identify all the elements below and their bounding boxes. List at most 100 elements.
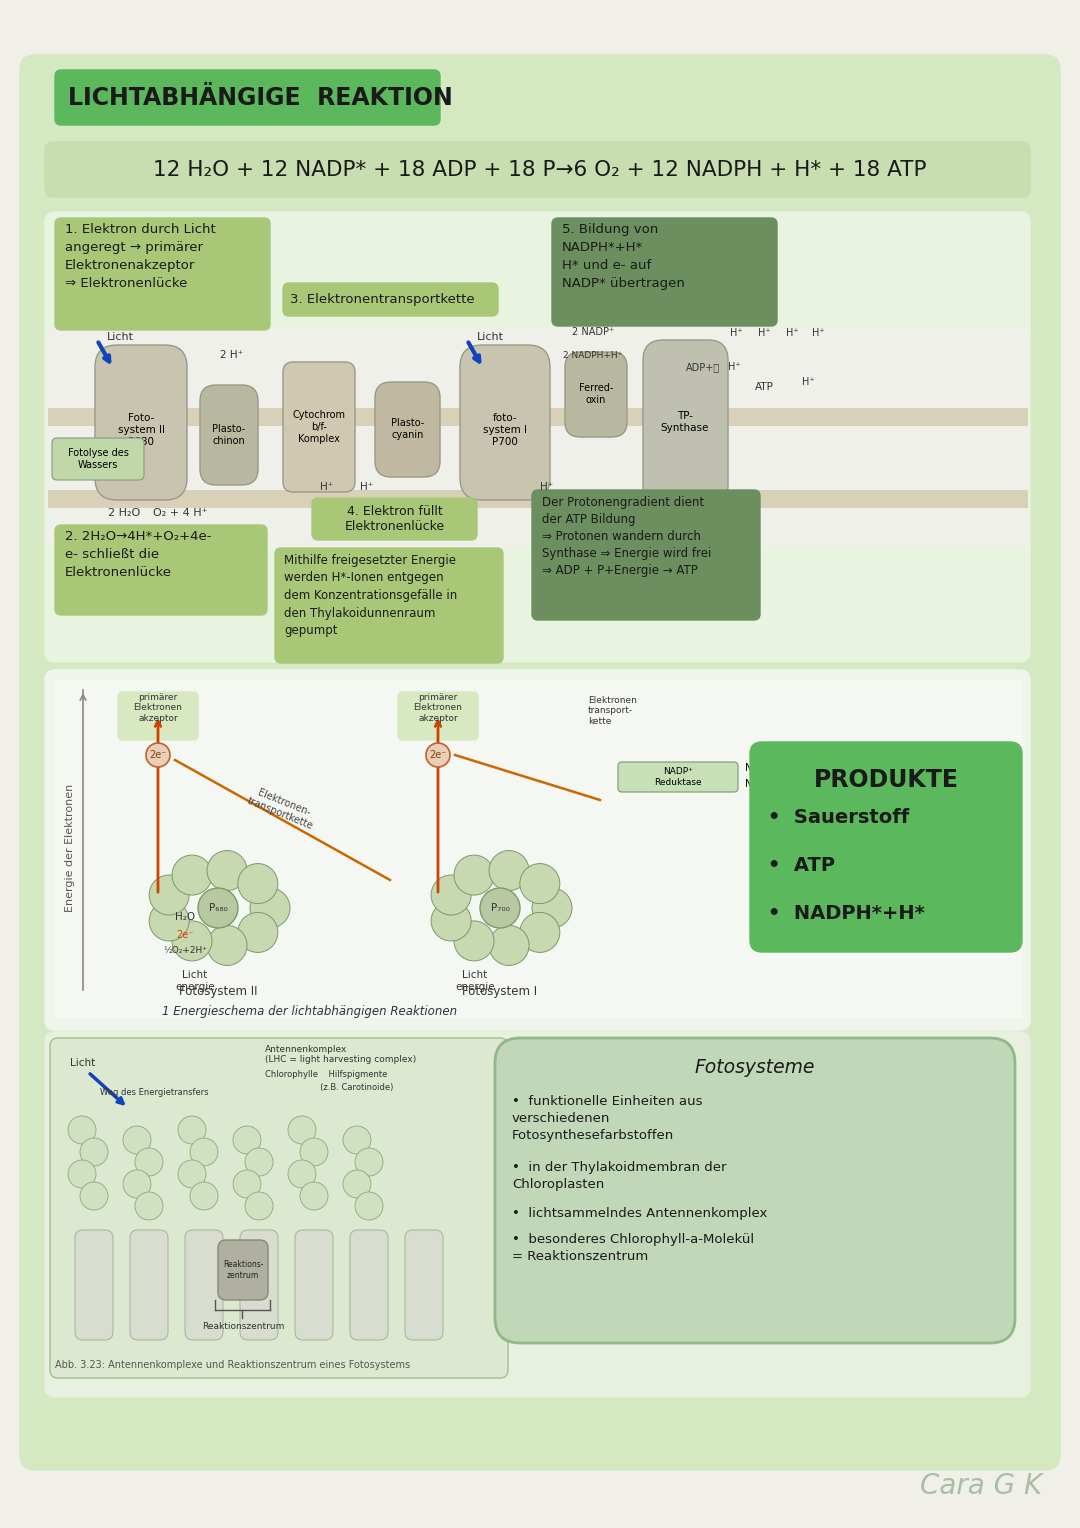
Circle shape (198, 888, 238, 927)
Text: Plasto-
chinon: Plasto- chinon (213, 425, 245, 446)
Text: Elektronen
transport-
kette: Elektronen transport- kette (588, 695, 637, 726)
Text: H⁺: H⁺ (758, 329, 771, 338)
Text: Fotosysteme: Fotosysteme (694, 1057, 815, 1077)
FancyBboxPatch shape (460, 345, 550, 500)
Text: Licht
energie: Licht energie (455, 970, 495, 992)
Text: TP-
Synthase: TP- Synthase (661, 411, 710, 432)
Text: 2e⁻: 2e⁻ (430, 750, 447, 759)
Circle shape (249, 888, 291, 927)
Text: H⁺: H⁺ (730, 329, 743, 338)
Text: 12 H₂O + 12 NADP* + 18 ADP + 18 P→6 O₂ + 12 NADPH + H* + 18 ATP: 12 H₂O + 12 NADP* + 18 ADP + 18 P→6 O₂ +… (153, 160, 927, 180)
FancyBboxPatch shape (52, 439, 144, 480)
Circle shape (123, 1170, 151, 1198)
Circle shape (300, 1138, 328, 1166)
FancyBboxPatch shape (45, 669, 1030, 1030)
Text: LICHTABHÄNGIGE  REAKTION: LICHTABHÄNGIGE REAKTION (68, 86, 453, 110)
Circle shape (207, 851, 247, 891)
Text: Plasto-
cyanin: Plasto- cyanin (391, 419, 424, 440)
Circle shape (238, 912, 278, 952)
Text: 5. Bildung von
NADPH*+H*
H* und e- auf
NADP* übertragen: 5. Bildung von NADPH*+H* H* und e- auf N… (562, 223, 685, 290)
Circle shape (355, 1148, 383, 1177)
Text: •  ATP: • ATP (768, 856, 835, 876)
Text: O₂ + 4 H⁺: O₂ + 4 H⁺ (153, 507, 207, 518)
Text: 3. Elektronentransportkette: 3. Elektronentransportkette (291, 292, 474, 306)
Circle shape (68, 1115, 96, 1144)
Text: H⁺: H⁺ (812, 329, 825, 338)
FancyBboxPatch shape (399, 692, 478, 740)
Circle shape (146, 743, 170, 767)
Text: H₂O: H₂O (175, 912, 195, 921)
Text: P₆₈₀: P₆₈₀ (208, 903, 228, 914)
FancyBboxPatch shape (618, 762, 738, 792)
Text: Fotolyse des
Wassers: Fotolyse des Wassers (68, 448, 129, 469)
Circle shape (519, 863, 559, 903)
Text: Mithilfe freigesetzter Energie
werden H*-Ionen entgegen
dem Konzentrationsgefäll: Mithilfe freigesetzter Energie werden H*… (284, 555, 457, 637)
FancyBboxPatch shape (275, 549, 503, 663)
Circle shape (519, 912, 559, 952)
Text: NADP⁺
Reduktase: NADP⁺ Reduktase (654, 767, 702, 787)
Circle shape (172, 921, 212, 961)
Circle shape (355, 1192, 383, 1219)
Circle shape (233, 1126, 261, 1154)
Circle shape (172, 856, 212, 895)
FancyBboxPatch shape (75, 1230, 113, 1340)
FancyBboxPatch shape (130, 1230, 168, 1340)
FancyBboxPatch shape (295, 1230, 333, 1340)
Circle shape (178, 1160, 206, 1187)
Text: 2. 2H₂O→4H*+O₂+4e-
e- schließt die
Elektronenlücke: 2. 2H₂O→4H*+O₂+4e- e- schließt die Elekt… (65, 530, 212, 579)
Text: •  Sauerstoff: • Sauerstoff (768, 808, 909, 827)
Circle shape (454, 856, 494, 895)
Circle shape (288, 1160, 316, 1187)
Circle shape (123, 1126, 151, 1154)
Circle shape (245, 1148, 273, 1177)
Text: H⁺: H⁺ (728, 362, 741, 371)
FancyBboxPatch shape (750, 743, 1022, 952)
Bar (48, 490, 1028, 507)
FancyBboxPatch shape (532, 490, 760, 620)
Text: (z.B. Carotinoide): (z.B. Carotinoide) (265, 1083, 393, 1093)
FancyBboxPatch shape (55, 219, 270, 330)
Text: Antennenkomplex
(LHC = light harvesting complex): Antennenkomplex (LHC = light harvesting … (265, 1045, 416, 1065)
Circle shape (135, 1148, 163, 1177)
Circle shape (532, 888, 572, 927)
Text: Fotosystem II: Fotosystem II (179, 986, 257, 998)
Circle shape (80, 1138, 108, 1166)
Text: 2 NADP⁺: 2 NADP⁺ (572, 327, 615, 338)
Text: foto-
system I
P700: foto- system I P700 (483, 414, 527, 446)
FancyBboxPatch shape (45, 212, 1030, 662)
FancyBboxPatch shape (565, 351, 627, 437)
FancyBboxPatch shape (200, 385, 258, 484)
Bar (48, 408, 1028, 426)
Circle shape (68, 1160, 96, 1187)
Text: 1 Energieschema der lichtabhängigen Reaktionen: 1 Energieschema der lichtabhängigen Reak… (162, 1005, 458, 1018)
Text: ½O₂+2H⁺: ½O₂+2H⁺ (163, 946, 207, 955)
FancyBboxPatch shape (375, 382, 440, 477)
FancyBboxPatch shape (185, 1230, 222, 1340)
FancyBboxPatch shape (283, 362, 355, 492)
Text: •  NADPH*+H*: • NADPH*+H* (768, 905, 924, 923)
Text: Fotosystem I: Fotosystem I (462, 986, 538, 998)
Text: 4. Elektron füllt
Elektronenlücke: 4. Elektron füllt Elektronenlücke (345, 504, 445, 533)
FancyBboxPatch shape (95, 345, 187, 500)
FancyBboxPatch shape (312, 498, 477, 539)
Circle shape (431, 876, 471, 915)
Circle shape (480, 888, 519, 927)
Text: 2e⁻: 2e⁻ (149, 750, 166, 759)
Circle shape (190, 1183, 218, 1210)
Circle shape (149, 902, 189, 941)
Circle shape (343, 1170, 372, 1198)
Circle shape (149, 876, 189, 915)
Circle shape (288, 1115, 316, 1144)
Text: •  in der Thylakoidmembran der
Chloroplasten: • in der Thylakoidmembran der Chloroplas… (512, 1161, 727, 1190)
Text: 2e⁻: 2e⁻ (176, 931, 193, 940)
Text: Licht
energie: Licht energie (175, 970, 215, 992)
Text: Licht: Licht (70, 1057, 96, 1068)
Text: Reaktions-
zentrum: Reaktions- zentrum (222, 1261, 264, 1280)
Text: P₇₀₀: P₇₀₀ (490, 903, 510, 914)
Text: 2 NADPH+H⁺: 2 NADPH+H⁺ (563, 351, 622, 361)
Text: Abb. 3.23: Antennenkomplexe und Reaktionszentrum eines Fotosystems: Abb. 3.23: Antennenkomplexe und Reaktion… (55, 1360, 410, 1371)
Text: H⁺: H⁺ (320, 481, 334, 492)
Text: •  besonderes Chlorophyll-a-Molekül
= Reaktionszentrum: • besonderes Chlorophyll-a-Molekül = Rea… (512, 1233, 754, 1264)
Circle shape (135, 1192, 163, 1219)
Text: Elektronen-
transportkette: Elektronen- transportkette (245, 785, 319, 831)
